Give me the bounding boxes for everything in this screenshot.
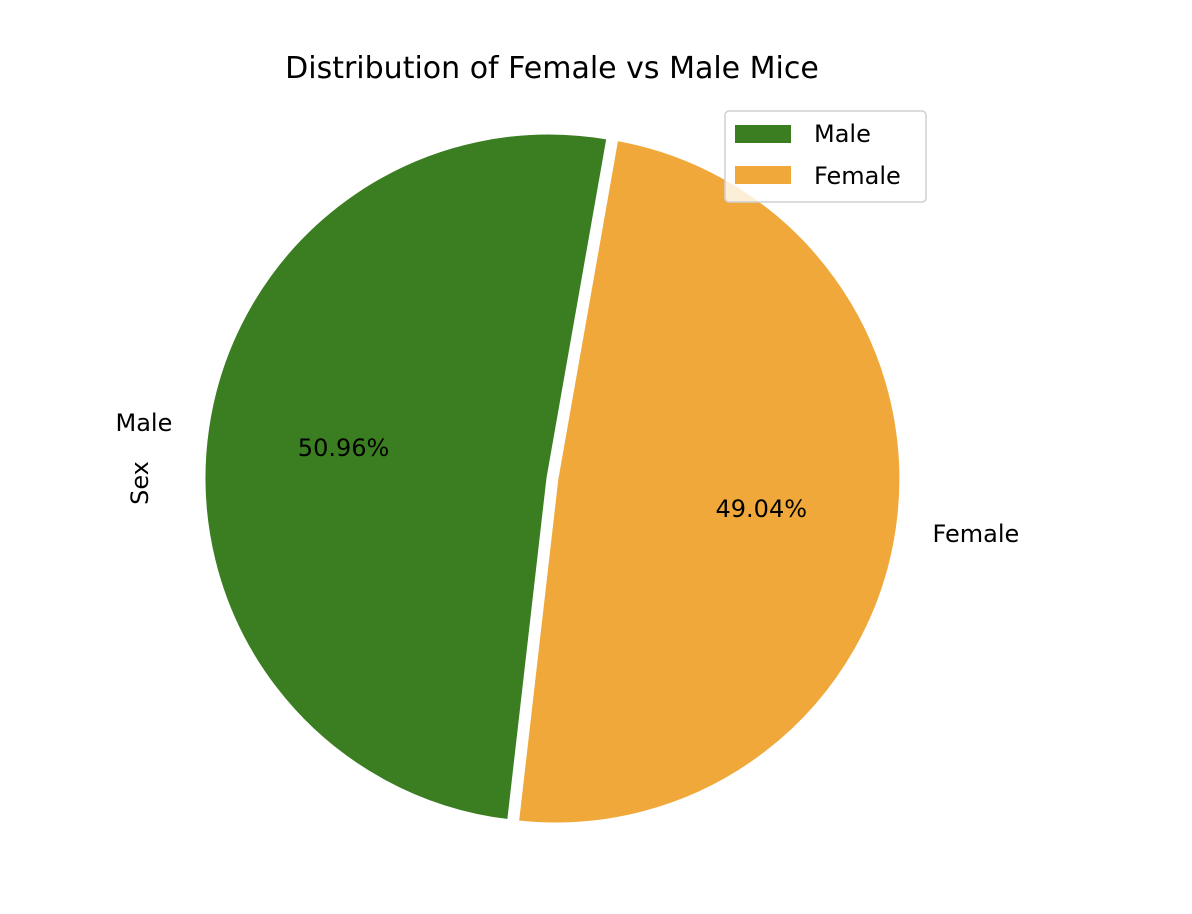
legend-label-male: Male <box>814 120 871 148</box>
legend: Male Female <box>724 110 927 203</box>
pct-label-male: 50.96% <box>298 434 390 462</box>
pie-slice-male <box>200 129 612 825</box>
pie-labels: 50.96% Male 49.04% Female <box>116 409 1020 548</box>
slice-label-male: Male <box>116 409 173 437</box>
y-axis-label: Sex <box>126 461 154 505</box>
chart-title: Distribution of Female vs Male Mice <box>285 51 819 86</box>
legend-label-female: Female <box>814 162 901 190</box>
pie-slices <box>200 129 905 828</box>
slice-label-female: Female <box>932 520 1019 548</box>
legend-swatch-female <box>735 166 791 184</box>
pct-label-female: 49.04% <box>716 495 808 523</box>
legend-swatch-male <box>735 125 791 143</box>
